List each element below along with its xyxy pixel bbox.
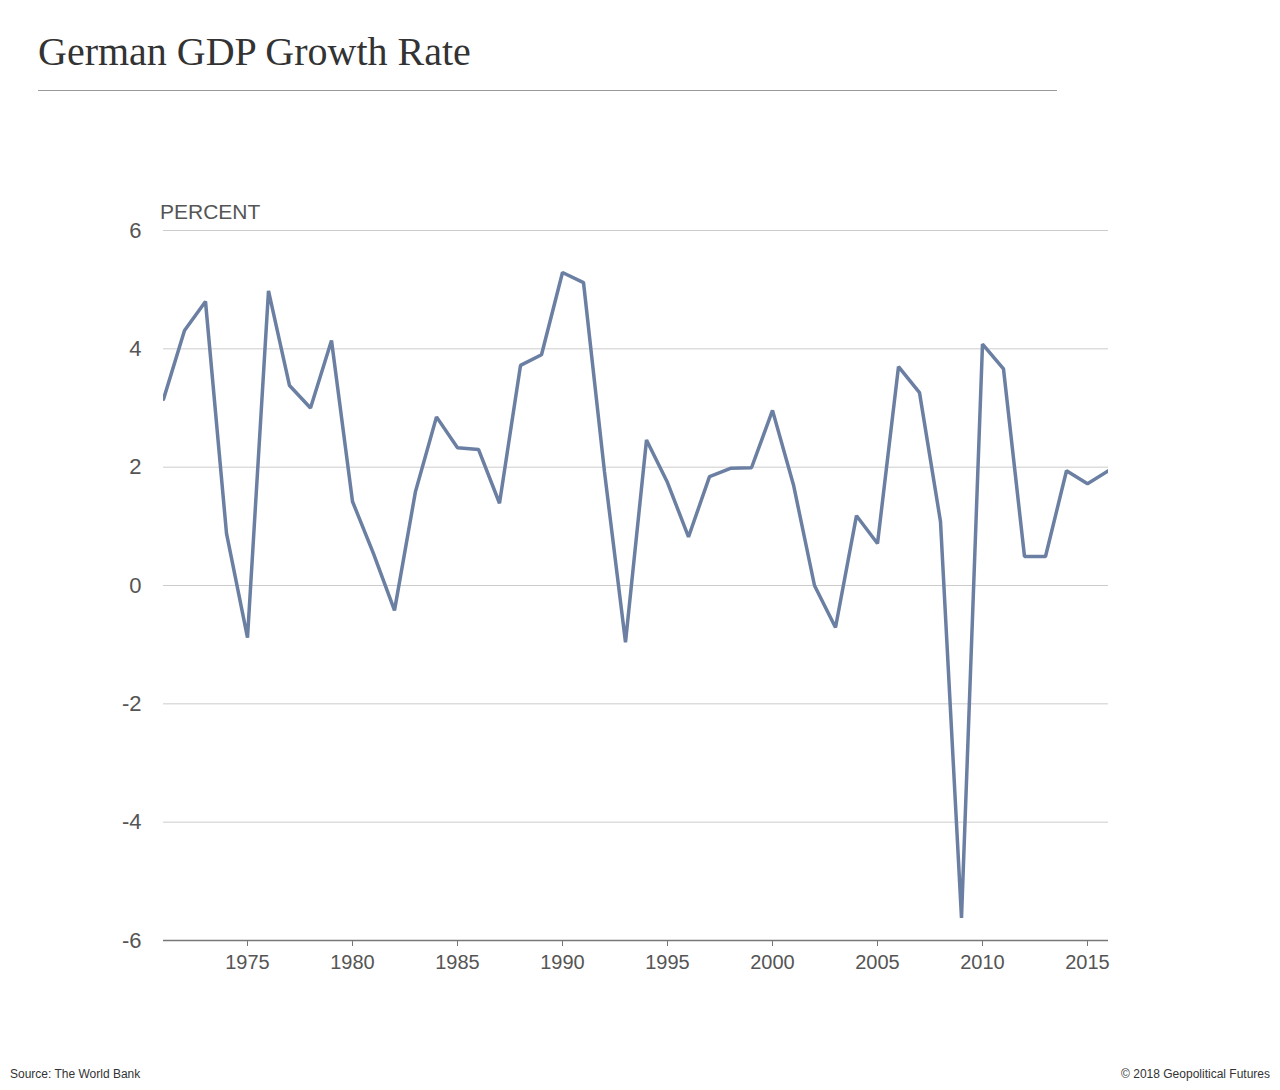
svg-text:6: 6 bbox=[129, 218, 141, 243]
svg-text:-2: -2 bbox=[122, 691, 142, 716]
svg-text:1990: 1990 bbox=[540, 951, 585, 973]
html-text:PERCENT: PERCENT bbox=[160, 200, 261, 223]
svg-text:1985: 1985 bbox=[435, 951, 480, 973]
svg-text:4: 4 bbox=[129, 336, 141, 361]
svg-text:1980: 1980 bbox=[330, 951, 375, 973]
svg-text:1975: 1975 bbox=[225, 951, 270, 973]
svg-text:2015: 2015 bbox=[1065, 951, 1110, 973]
svg-text:-4: -4 bbox=[122, 809, 142, 834]
svg-text:0: 0 bbox=[129, 573, 141, 598]
html-text:German GDP Growth Rate: German GDP Growth Rate bbox=[38, 29, 471, 74]
svg-text:-6: -6 bbox=[122, 928, 142, 953]
svg-text:1995: 1995 bbox=[645, 951, 690, 973]
html-text:Source: The World Bank: Source: The World Bank bbox=[10, 1067, 141, 1081]
svg-text:2: 2 bbox=[129, 454, 141, 479]
svg-text:2010: 2010 bbox=[960, 951, 1005, 973]
svg-text:2000: 2000 bbox=[750, 951, 795, 973]
html-text:© 2018 Geopolitical Futures: © 2018 Geopolitical Futures bbox=[1121, 1067, 1270, 1081]
svg-text:2005: 2005 bbox=[855, 951, 900, 973]
